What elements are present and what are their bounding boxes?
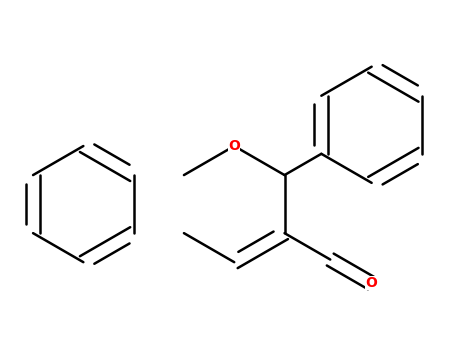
Text: O: O bbox=[365, 276, 377, 290]
Text: O: O bbox=[228, 139, 240, 153]
